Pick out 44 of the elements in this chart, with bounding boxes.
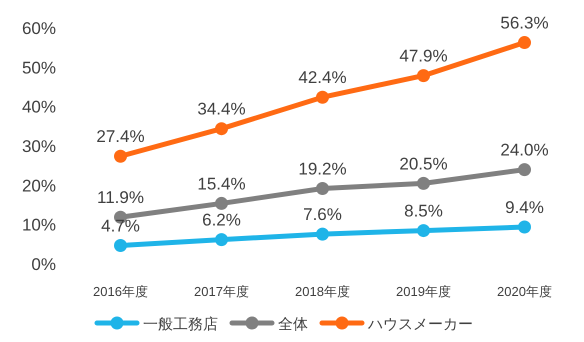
point [518, 220, 531, 234]
y-tick-label: 60% [22, 19, 56, 38]
y-tick-label: 0% [31, 255, 56, 274]
point [316, 228, 329, 241]
y-tick-label: 30% [22, 137, 56, 156]
point [215, 196, 228, 210]
point [114, 239, 127, 252]
data-label: 15.4% [197, 174, 246, 194]
data-label: 7.6% [303, 205, 342, 224]
data-label: 6.2% [202, 210, 241, 230]
data-label: 8.5% [404, 202, 443, 221]
y-tick-label: 50% [22, 58, 56, 78]
data-label: 42.4% [298, 68, 347, 88]
x-tick-label: 2018年度 [295, 284, 350, 299]
x-tick-label: 2019年度 [396, 284, 451, 299]
legend-label: 全体 [278, 316, 308, 333]
x-tick-label: 2016年度 [93, 284, 148, 299]
point [215, 233, 228, 246]
point [417, 176, 430, 190]
legend-label: 一般工務店 [143, 316, 218, 333]
legend-label: ハウスメーカー [367, 316, 473, 333]
point [417, 224, 430, 238]
x-tick-label: 2020年度 [497, 284, 552, 299]
y-tick-label: 20% [22, 176, 56, 196]
point [316, 90, 329, 104]
data-label: 34.4% [197, 100, 246, 119]
point [316, 182, 329, 195]
y-tick-label: 10% [22, 216, 56, 235]
x-tick-label: 2017年度 [194, 284, 249, 299]
data-label: 20.5% [399, 154, 448, 174]
y-tick-label: 40% [22, 98, 56, 117]
point [417, 69, 430, 82]
data-label: 9.4% [505, 198, 544, 218]
data-label: 11.9% [97, 188, 144, 208]
data-label: 27.4% [96, 127, 145, 146]
point [518, 36, 531, 50]
point [518, 163, 531, 176]
data-label: 19.2% [298, 159, 347, 178]
point [215, 122, 228, 136]
point [114, 150, 127, 163]
data-label: 4.7% [101, 216, 140, 236]
data-label: 24.0% [500, 140, 549, 160]
data-label: 47.9% [399, 46, 448, 66]
data-label: 56.3% [500, 14, 549, 33]
